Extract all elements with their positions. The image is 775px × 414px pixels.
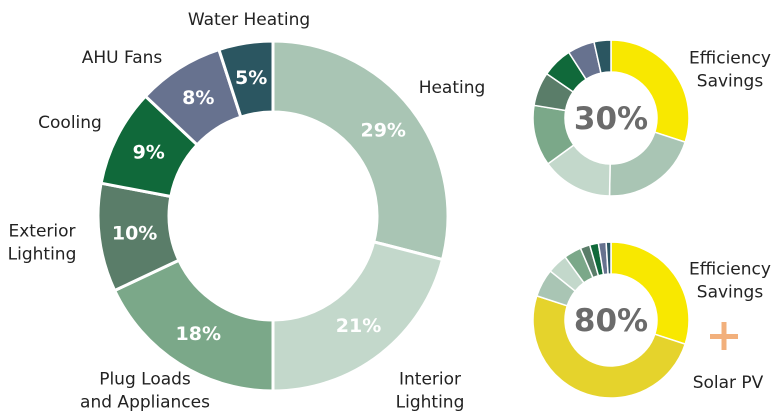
label: 30% — [574, 101, 648, 137]
donut-slice — [217, 39, 275, 119]
label: 8% — [182, 87, 214, 109]
donut-slice — [532, 294, 687, 399]
label: Efficiency Savings — [689, 49, 771, 92]
donut-slice — [593, 39, 612, 75]
label: 80% — [574, 303, 648, 339]
label: Interior Lighting — [396, 370, 465, 413]
plus-icon — [710, 322, 738, 350]
label: Solar PV — [693, 373, 764, 393]
label: Exterior Lighting — [8, 222, 77, 265]
donut-slice — [608, 131, 687, 197]
label: Heating — [419, 78, 486, 98]
label: AHU Fans — [82, 48, 163, 68]
label: 21% — [336, 315, 381, 337]
plus-bar — [721, 322, 727, 350]
label: 18% — [176, 322, 221, 344]
label: 9% — [133, 141, 165, 163]
donut-slice — [271, 39, 450, 262]
label: 10% — [112, 222, 157, 244]
label: Plug Loads and Appliances — [80, 370, 210, 413]
label: 29% — [360, 119, 405, 141]
label: 5% — [235, 67, 267, 89]
label: Efficiency Savings — [689, 260, 771, 303]
donut-slice — [605, 241, 612, 275]
label: Cooling — [38, 113, 102, 133]
label: Water Heating — [188, 10, 310, 30]
